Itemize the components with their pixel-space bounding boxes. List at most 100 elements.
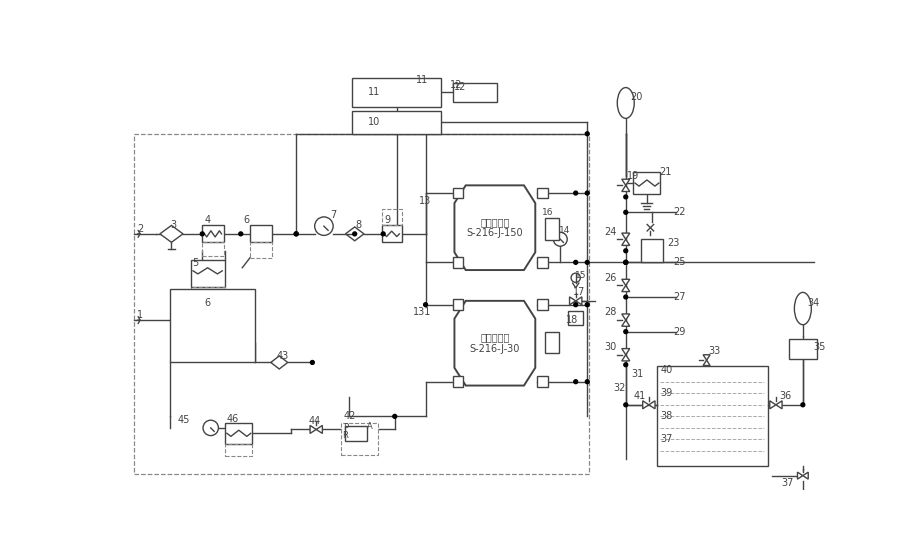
Circle shape [571,273,580,282]
Text: 6: 6 [243,215,250,225]
Text: 14: 14 [559,226,570,234]
Circle shape [203,420,219,436]
Polygon shape [621,320,630,326]
Text: 24: 24 [604,227,617,236]
Text: 25: 25 [673,257,686,267]
Polygon shape [455,185,536,270]
Circle shape [624,261,628,265]
Circle shape [624,329,628,333]
Text: 7: 7 [330,211,337,221]
Text: 3: 3 [170,219,176,229]
Circle shape [624,195,628,199]
Circle shape [200,232,204,236]
Text: P: P [343,424,348,432]
Bar [225,422,253,444]
Text: 31: 31 [632,369,644,379]
Text: 19: 19 [627,171,639,181]
Polygon shape [703,360,710,366]
Text: 32: 32 [613,383,626,393]
Text: 13: 13 [420,196,431,206]
Circle shape [585,261,589,265]
Circle shape [624,295,628,299]
Text: 34: 34 [808,298,820,308]
Circle shape [553,232,567,246]
Text: 2: 2 [136,224,143,234]
Text: 4: 4 [205,215,211,225]
Circle shape [624,249,628,253]
Polygon shape [621,314,630,320]
Polygon shape [621,185,630,191]
Text: 1: 1 [136,311,143,321]
Polygon shape [621,279,630,285]
Circle shape [573,261,577,265]
Polygon shape [621,355,630,361]
Circle shape [573,379,577,384]
Text: 45: 45 [178,415,190,425]
Text: 33: 33 [708,346,720,356]
Bar [225,444,253,455]
Text: R: R [343,431,349,440]
Bar [633,172,660,194]
Text: 20: 20 [631,92,643,102]
Text: 41: 41 [633,390,645,400]
Polygon shape [621,239,630,245]
Circle shape [624,261,628,265]
Bar [341,422,378,455]
Polygon shape [770,401,776,409]
Bar [568,311,584,324]
Text: 5: 5 [193,258,198,268]
Text: 38: 38 [660,411,673,421]
Circle shape [353,232,357,236]
Circle shape [801,403,805,407]
Bar [453,376,463,387]
Bar [656,366,768,466]
Text: 22: 22 [673,207,686,217]
Circle shape [585,132,589,136]
Text: 10: 10 [368,117,380,127]
Bar [453,299,463,310]
Text: A: A [367,422,373,431]
Text: 23: 23 [668,238,680,248]
Text: 36: 36 [779,390,791,400]
Text: 15: 15 [574,271,586,280]
Circle shape [585,302,589,307]
Circle shape [585,379,589,384]
Bar [352,78,441,107]
Bar [346,426,367,441]
Text: 气驱增压泵
S-216-J-150: 气驱增压泵 S-216-J-150 [467,217,523,239]
Circle shape [624,261,628,265]
Polygon shape [570,297,575,305]
Polygon shape [621,285,630,292]
Bar [453,83,497,102]
Polygon shape [776,401,782,409]
Circle shape [624,363,628,367]
Circle shape [294,232,298,236]
Bar [202,243,224,256]
Text: 29: 29 [673,327,686,337]
Text: 28: 28 [604,307,617,317]
Text: 40: 40 [660,365,673,375]
Circle shape [573,191,577,195]
Bar [382,209,402,226]
Bar [382,226,402,243]
Text: 27: 27 [673,292,686,302]
Circle shape [585,191,589,195]
Bar [250,226,272,243]
Text: 21: 21 [659,167,672,177]
Circle shape [294,232,298,236]
Text: 35: 35 [813,342,826,352]
Ellipse shape [795,293,811,324]
Text: 39: 39 [660,388,673,398]
Polygon shape [575,297,582,305]
Polygon shape [798,472,803,479]
Bar [789,339,817,359]
Text: 9: 9 [384,215,390,225]
Bar [191,287,225,301]
Text: 18: 18 [566,315,578,325]
Polygon shape [649,401,655,409]
Text: 131: 131 [412,307,431,317]
Circle shape [382,232,385,236]
Bar [545,332,559,353]
Text: 6: 6 [205,298,211,308]
Text: 17: 17 [573,287,585,296]
